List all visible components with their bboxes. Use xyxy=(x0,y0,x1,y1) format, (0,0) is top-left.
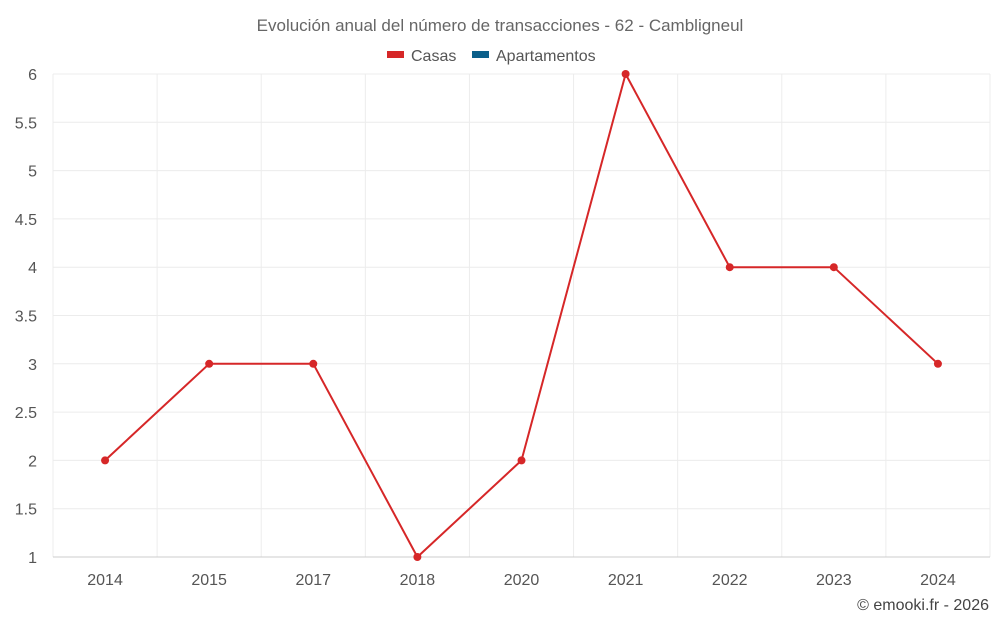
y-tick-label: 1 xyxy=(28,550,37,567)
data-point[interactable] xyxy=(621,70,630,78)
y-tick-label: 6 xyxy=(28,67,37,84)
x-tick-labels: 2014 2015 2017 2018 2020 2021 2022 2023 2024 xyxy=(87,572,956,589)
chart-title: Evolución anual del número de transaccio… xyxy=(257,16,744,35)
y-tick-label: 2.5 xyxy=(15,405,37,422)
y-tick-label: 5 xyxy=(28,164,37,181)
x-tick-label: 2018 xyxy=(400,572,436,589)
y-tick-labels: 1 1.5 2 2.5 3 3.5 4 4.5 5 5.5 6 xyxy=(15,67,37,567)
y-tick-label: 4 xyxy=(28,260,37,277)
y-tick-label: 3.5 xyxy=(15,309,37,326)
y-tick-label: 3 xyxy=(28,357,37,374)
legend-swatch-casas[interactable] xyxy=(387,51,404,58)
x-tick-label: 2021 xyxy=(608,572,644,589)
legend-label-apartamentos[interactable]: Apartamentos xyxy=(496,48,596,65)
data-point[interactable] xyxy=(101,456,110,465)
grid xyxy=(52,73,991,557)
data-point[interactable] xyxy=(725,263,734,272)
data-point[interactable] xyxy=(205,359,214,368)
series-casas xyxy=(101,70,942,561)
data-point[interactable] xyxy=(309,359,318,368)
y-tick-label: 5.5 xyxy=(15,115,37,132)
data-point[interactable] xyxy=(517,456,526,465)
x-tick-label: 2020 xyxy=(504,572,540,589)
x-tick-label: 2024 xyxy=(920,572,956,589)
data-point[interactable] xyxy=(933,359,942,368)
legend-swatch-apartamentos[interactable] xyxy=(472,51,489,58)
y-tick-label: 2 xyxy=(28,453,37,470)
y-tick-label: 1.5 xyxy=(15,502,37,519)
x-tick-label: 2014 xyxy=(87,572,123,589)
x-tick-label: 2022 xyxy=(712,572,748,589)
x-tick-label: 2017 xyxy=(295,572,331,589)
legend-label-casas[interactable]: Casas xyxy=(411,48,456,65)
legend: Casas Apartamentos xyxy=(387,48,596,65)
x-tick-label: 2015 xyxy=(191,572,227,589)
credit: © emooki.fr - 2026 xyxy=(857,597,989,614)
data-point[interactable] xyxy=(829,263,838,272)
data-point[interactable] xyxy=(413,553,422,561)
y-tick-label: 4.5 xyxy=(15,212,37,229)
x-tick-label: 2023 xyxy=(816,572,852,589)
